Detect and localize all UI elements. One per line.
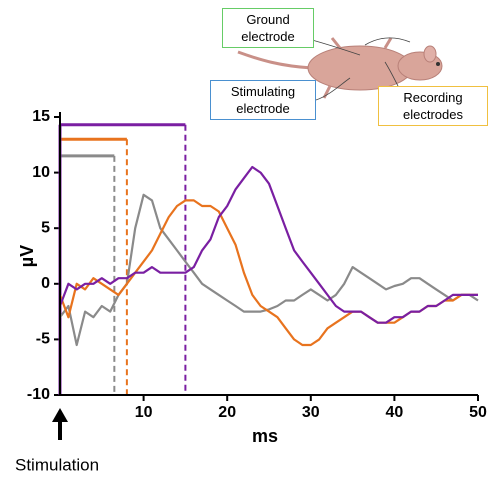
y-tick-label: -10 [27, 386, 50, 403]
electrode-label: Ground electrode [222, 8, 314, 48]
stimulation-arrowhead [52, 408, 68, 422]
mouse-illustration [237, 37, 443, 101]
x-tick-label: 40 [386, 404, 404, 421]
y-tick-label: -5 [36, 331, 50, 348]
trace [59, 193, 479, 347]
x-axis-label: ms [252, 426, 278, 446]
x-tick-label: 30 [302, 404, 320, 421]
x-tick-label: 10 [135, 404, 153, 421]
trace [58, 165, 478, 324]
y-tick-label: 10 [32, 164, 50, 181]
y-tick-label: 15 [32, 108, 50, 125]
trace [58, 199, 478, 347]
y-axis-label: µV [17, 245, 37, 267]
x-tick-label: 50 [469, 404, 487, 421]
y-tick-label: 5 [41, 219, 50, 236]
electrode-label: Recording electrodes [378, 86, 488, 126]
x-tick-label: 20 [218, 404, 236, 421]
electrode-label: Stimulating electrode [210, 80, 316, 120]
y-tick-label: 0 [41, 275, 50, 292]
stimulation-label: Stimulation [15, 455, 99, 474]
